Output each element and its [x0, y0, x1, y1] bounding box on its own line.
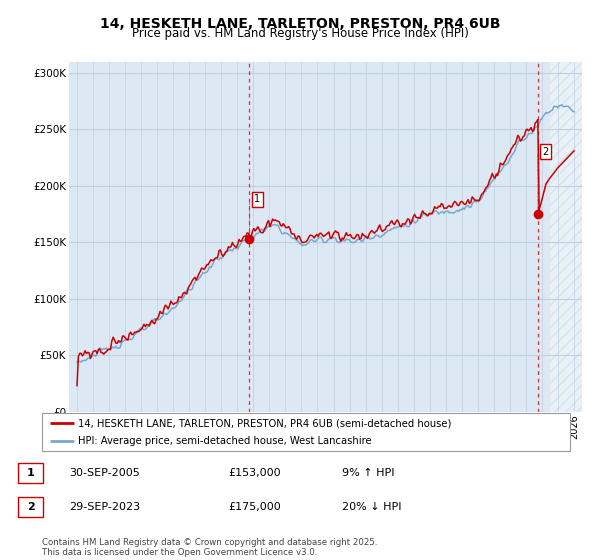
Bar — [550, 62, 582, 412]
Text: £153,000: £153,000 — [228, 468, 281, 478]
Text: £175,000: £175,000 — [228, 502, 281, 512]
Text: HPI: Average price, semi-detached house, West Lancashire: HPI: Average price, semi-detached house,… — [78, 436, 371, 446]
Text: Contains HM Land Registry data © Crown copyright and database right 2025.
This d: Contains HM Land Registry data © Crown c… — [42, 538, 377, 557]
Text: 14, HESKETH LANE, TARLETON, PRESTON, PR4 6UB (semi-detached house): 14, HESKETH LANE, TARLETON, PRESTON, PR4… — [78, 418, 451, 428]
Text: 30-SEP-2005: 30-SEP-2005 — [69, 468, 140, 478]
Text: 9% ↑ HPI: 9% ↑ HPI — [342, 468, 395, 478]
Text: 1: 1 — [254, 194, 260, 204]
Text: 20% ↓ HPI: 20% ↓ HPI — [342, 502, 401, 512]
Text: 2: 2 — [543, 147, 549, 157]
Bar — [550, 62, 582, 412]
Text: Price paid vs. HM Land Registry's House Price Index (HPI): Price paid vs. HM Land Registry's House … — [131, 27, 469, 40]
FancyBboxPatch shape — [42, 413, 570, 451]
Text: 1: 1 — [27, 468, 34, 478]
Text: 29-SEP-2023: 29-SEP-2023 — [69, 502, 140, 512]
Text: 14, HESKETH LANE, TARLETON, PRESTON, PR4 6UB: 14, HESKETH LANE, TARLETON, PRESTON, PR4… — [100, 17, 500, 31]
Text: 2: 2 — [27, 502, 34, 512]
